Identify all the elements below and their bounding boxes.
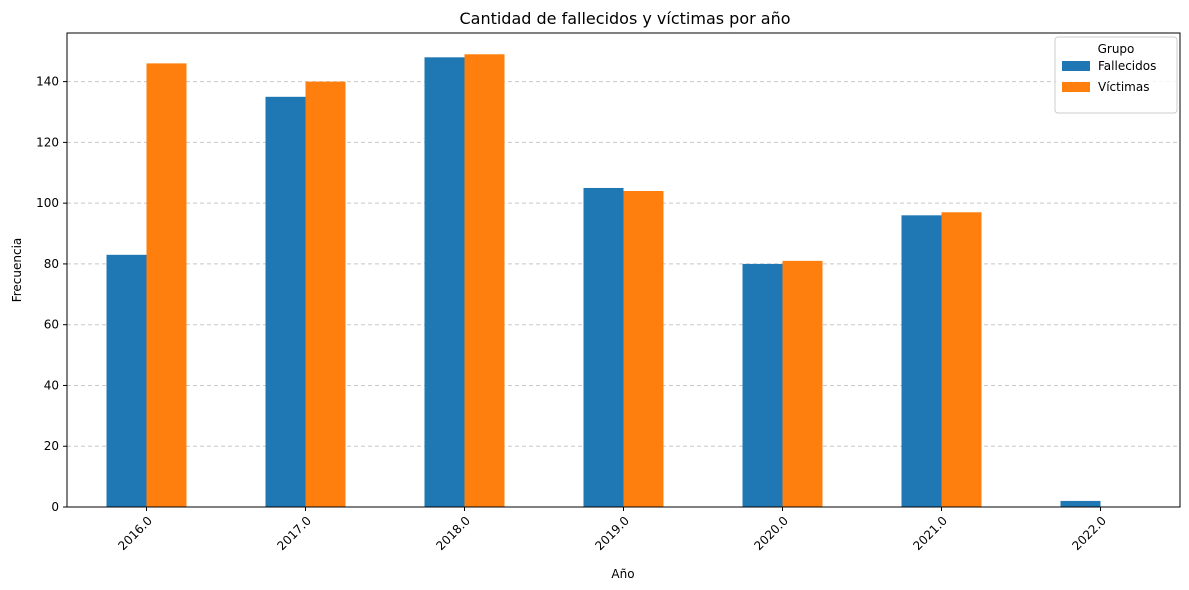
chart-title: Cantidad de fallecidos y víctimas por añ… <box>459 9 790 28</box>
x-tick-label: 2022.0 <box>1069 514 1109 554</box>
legend: Grupo Fallecidos Víctimas <box>1054 36 1178 114</box>
bar-víctimas <box>146 63 187 508</box>
x-tick-label: 2021.0 <box>910 514 950 554</box>
bar-fallecidos <box>742 263 783 507</box>
bar-fallecidos <box>583 187 624 507</box>
y-tick-label: 60 <box>44 318 59 332</box>
x-tick-label: 2017.0 <box>274 514 314 554</box>
y-tick-label: 80 <box>44 257 59 271</box>
bar-víctimas <box>941 212 982 507</box>
bar-fallecidos <box>901 215 942 508</box>
y-tick-label: 100 <box>36 196 59 210</box>
x-tick-label: 2019.0 <box>592 514 632 554</box>
y-tick-label: 40 <box>44 378 59 392</box>
bar-víctimas <box>305 81 346 507</box>
legend-label-fallecidos: Fallecidos <box>1098 59 1156 73</box>
bar-víctimas <box>623 191 664 507</box>
legend-label-víctimas: Víctimas <box>1098 80 1149 94</box>
bar-fallecidos <box>106 254 147 507</box>
legend-box <box>1054 36 1178 114</box>
x-tick-label: 2016.0 <box>115 514 155 554</box>
bar-fallecidos <box>1060 500 1101 507</box>
legend-swatch-víctimas <box>1062 82 1090 92</box>
bar-víctimas <box>464 54 505 508</box>
x-tick-label: 2020.0 <box>751 514 791 554</box>
bar-víctimas <box>782 260 823 507</box>
bar-fallecidos <box>424 57 465 508</box>
x-axis-label: Año <box>611 567 634 581</box>
legend-title: Grupo <box>1098 42 1135 56</box>
x-tick-label: 2018.0 <box>433 514 473 554</box>
bar-fallecidos <box>265 96 306 508</box>
x-axis-ticks: 2016.0 2017.0 2018.0 2019.0 2020.0 2021.0 2022… <box>115 507 1109 553</box>
y-axis-ticks: 0 20 40 60 80 100 120 140 <box>36 75 67 514</box>
y-axis-label: Frecuencia <box>10 238 24 303</box>
bars <box>106 54 1101 508</box>
y-tick-label: 0 <box>51 500 59 514</box>
legend-swatch-fallecidos <box>1062 61 1090 71</box>
y-tick-label: 120 <box>36 135 59 149</box>
y-tick-label: 20 <box>44 439 59 453</box>
y-tick-label: 140 <box>36 75 59 89</box>
